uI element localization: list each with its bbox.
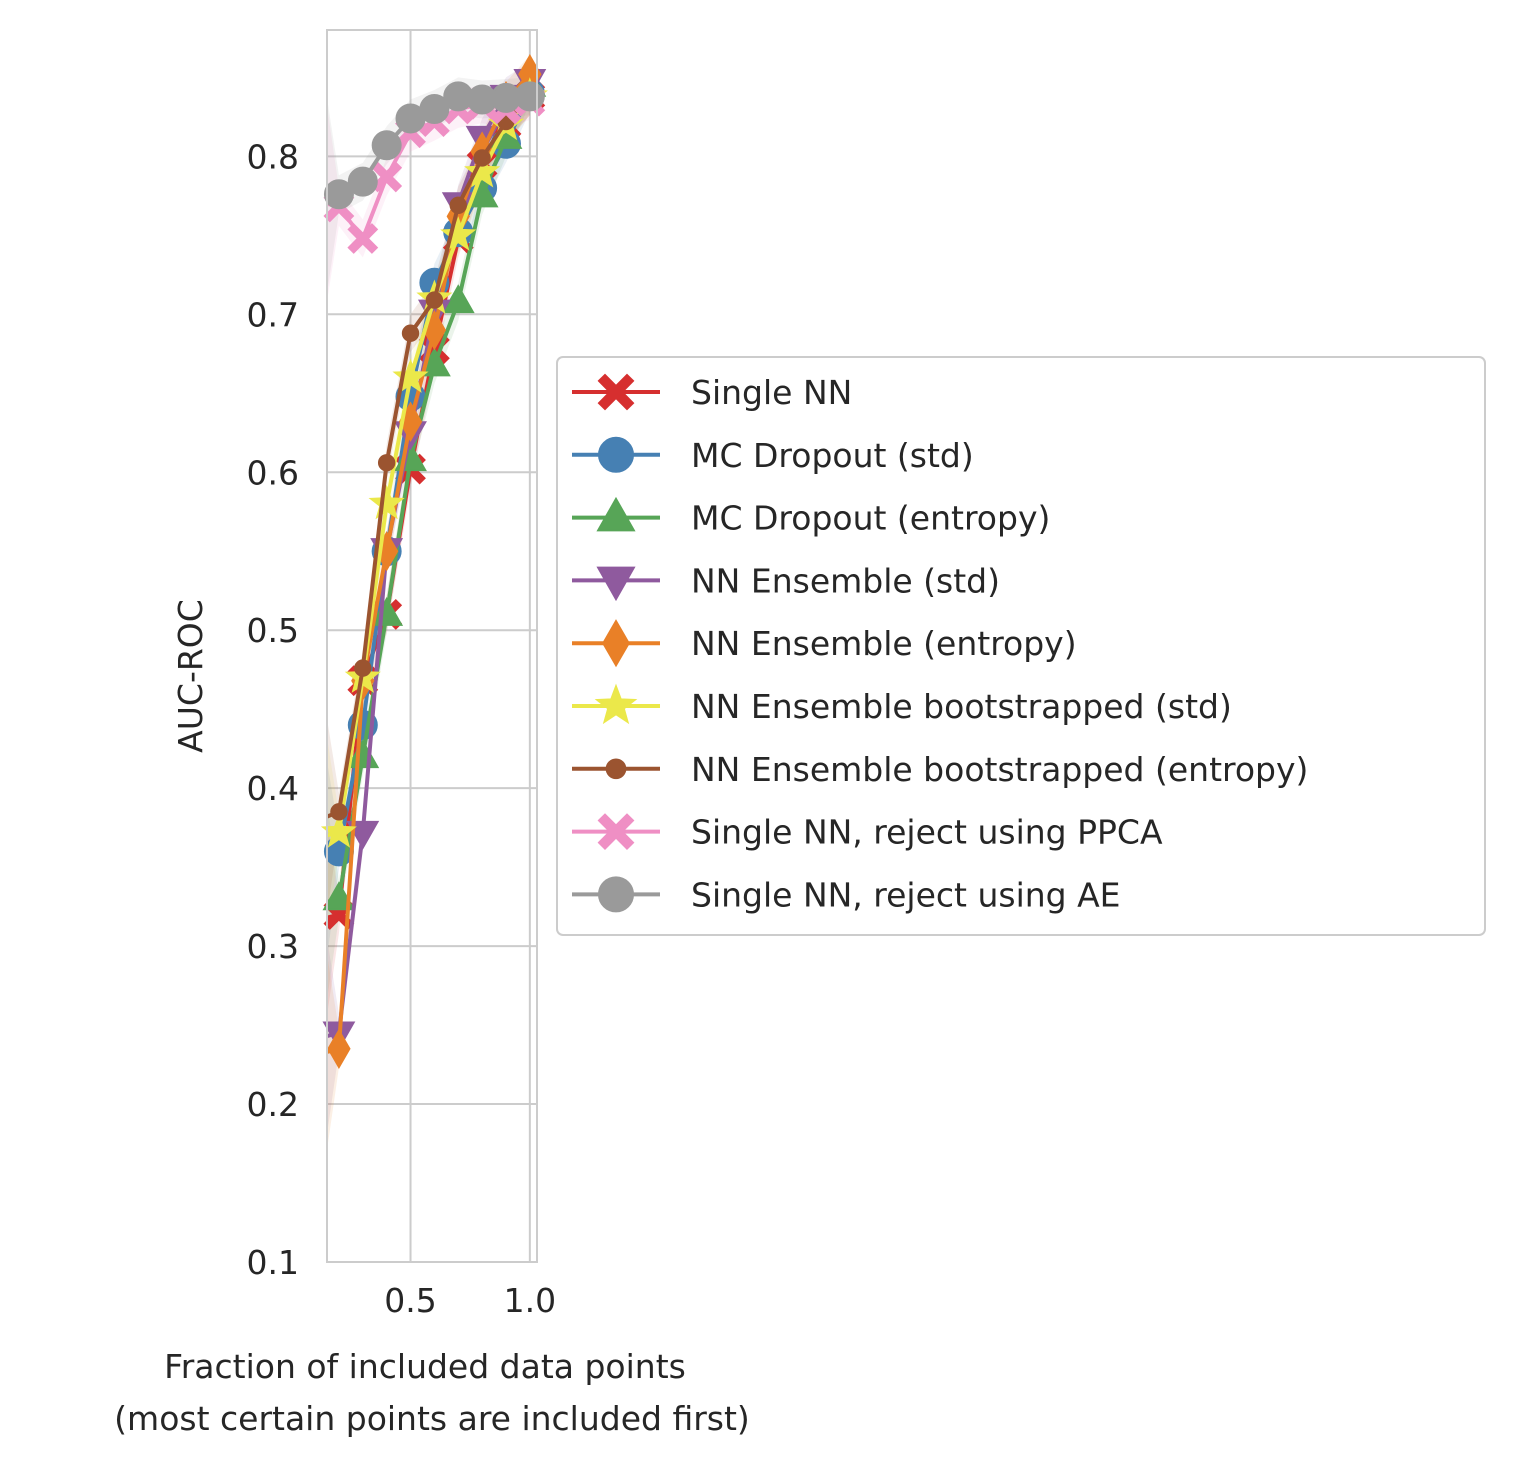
y-tick-label: 0.4	[247, 769, 299, 808]
legend-item: NN Ensemble bootstrapped (entropy)	[572, 750, 1308, 789]
x-tick-label: 0.5	[384, 1281, 436, 1320]
legend-marker	[598, 436, 634, 473]
x-tick-labels: 0.5 1.0	[384, 1281, 556, 1320]
legend-marker	[602, 619, 630, 668]
data-point	[346, 820, 380, 850]
legend-marker	[605, 758, 627, 780]
legend-label: NN Ensemble bootstrapped (std)	[691, 687, 1232, 726]
legend-label: Single NN	[691, 373, 852, 412]
grid	[327, 30, 537, 1263]
legend-item: NN Ensemble bootstrapped (std)	[572, 683, 1232, 726]
data-point	[514, 81, 545, 112]
y-tick-label: 0.2	[247, 1085, 299, 1124]
data-point	[354, 659, 372, 677]
data-point	[419, 93, 450, 124]
legend-marker	[597, 813, 635, 851]
legend-item: Single NN, reject using PPCA	[572, 813, 1163, 852]
data-point	[392, 358, 429, 393]
legend-item: Single NN	[572, 373, 852, 412]
series-layer	[320, 54, 548, 1069]
y-tick-labels: 0.1 0.2 0.3 0.4 0.5 0.6 0.7 0.8	[247, 137, 299, 1282]
data-point	[323, 179, 354, 210]
legend-label: NN Ensemble (std)	[691, 561, 1000, 600]
legend-marker	[596, 566, 636, 602]
legend-item: NN Ensemble (std)	[572, 561, 1000, 602]
data-point	[449, 196, 467, 215]
legend-label: Single NN, reject using PPCA	[691, 813, 1163, 852]
series-line	[326, 95, 532, 838]
legend-item: MC Dropout (std)	[572, 436, 974, 475]
data-point	[441, 284, 475, 314]
y-tick-label: 0.7	[247, 295, 299, 334]
data-point	[347, 166, 378, 197]
legend: Single NN MC Dropout (std) MC Dropout (ent…	[556, 356, 1486, 936]
data-point	[473, 149, 491, 167]
y-tick-label: 0.5	[247, 611, 299, 650]
y-axis-label: AUC-ROC	[171, 599, 210, 753]
legend-label: NN Ensemble (entropy)	[691, 624, 1077, 663]
legend-label: MC Dropout (entropy)	[691, 499, 1050, 538]
legend-label: MC Dropout (std)	[691, 436, 974, 475]
data-point	[347, 223, 379, 254]
data-point	[368, 484, 405, 520]
data-point	[371, 130, 402, 161]
data-point	[327, 1028, 351, 1069]
y-tick-label: 0.3	[247, 927, 299, 966]
legend-marker	[596, 496, 636, 532]
data-point	[425, 291, 444, 309]
data-point	[330, 803, 348, 821]
legend-label: Single NN, reject using AE	[691, 875, 1121, 914]
x-axis-label-line1: Fraction of included data points	[164, 1347, 686, 1386]
legend-marker	[597, 373, 635, 411]
data-point	[322, 881, 356, 911]
series-line	[326, 94, 532, 819]
data-point	[440, 216, 477, 251]
legend-label: NN Ensemble bootstrapped (entropy)	[691, 750, 1308, 789]
data-point	[464, 153, 501, 188]
y-tick-label: 0.1	[247, 1243, 299, 1282]
legend-item: NN Ensemble (entropy)	[572, 619, 1077, 668]
x-tick-label: 1.0	[504, 1281, 556, 1320]
legend-marker	[598, 876, 634, 913]
legend-marker	[594, 683, 638, 725]
legend-box	[556, 356, 1486, 936]
y-tick-label: 0.6	[247, 453, 299, 492]
legend-item: Single NN, reject using AE	[572, 875, 1121, 914]
legend-item: MC Dropout (entropy)	[572, 496, 1050, 538]
data-point	[377, 454, 396, 472]
y-tick-label: 0.8	[247, 137, 299, 176]
data-point	[401, 324, 420, 342]
x-axis-label-line2: (most certain points are included first)	[114, 1399, 750, 1438]
plot-frame	[326, 29, 538, 1263]
